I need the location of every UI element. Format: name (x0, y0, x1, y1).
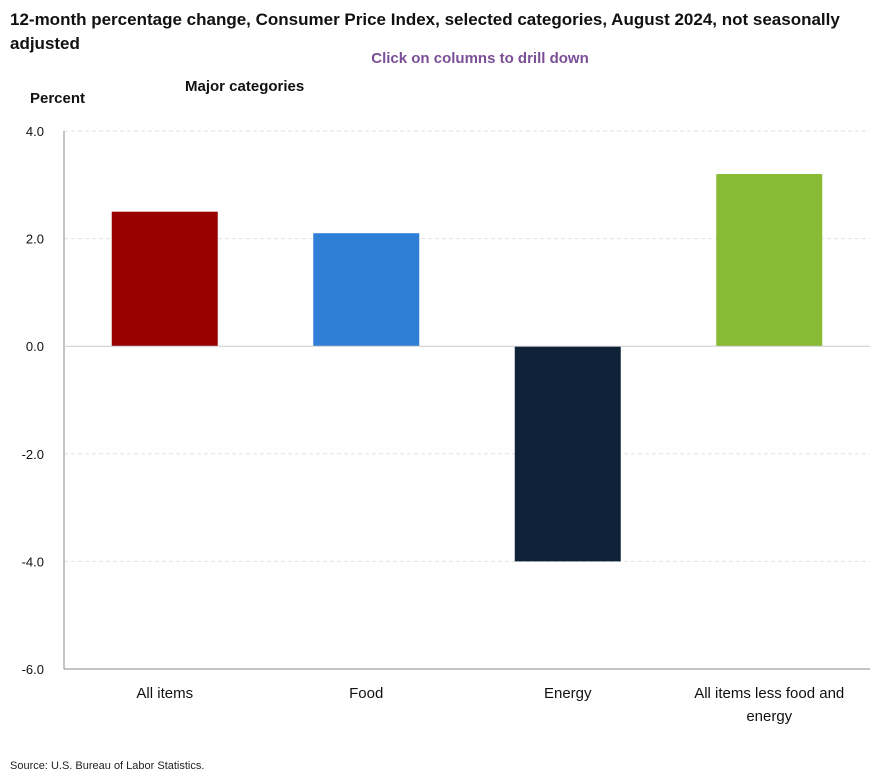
category-label-all-items-less-food-and-energy: All items less food and (694, 685, 844, 702)
y-tick-label: 0.0 (26, 339, 44, 354)
bar-energy[interactable] (514, 346, 621, 562)
bar-food[interactable] (313, 233, 420, 347)
y-tick-labels: 4.0 2.0 0.0 -2.0 -4.0 -6.0 (22, 124, 44, 677)
category-label-food: Food (349, 685, 383, 702)
y-tick-label: -6.0 (22, 662, 44, 677)
y-tick-label: 2.0 (26, 232, 44, 247)
y-tick-label: 4.0 (26, 124, 44, 139)
drill-down-hint: Click on columns to drill down (371, 50, 589, 67)
y-axis-label: Percent (30, 90, 86, 107)
category-label-all-items-less-food-and-energy: energy (746, 708, 792, 725)
chart-title: 12-month percentage change, Consumer Pri… (10, 10, 840, 53)
bar-all-items-less-food-and-energy[interactable] (716, 174, 823, 347)
category-labels: All items Food Energy All items less food a… (136, 685, 844, 725)
y-tick-label: -4.0 (22, 554, 44, 569)
y-tick-label: -2.0 (22, 447, 44, 462)
bars (111, 174, 823, 562)
category-label-all-items: All items (136, 685, 193, 702)
chart-subtitle: Major categories (185, 78, 305, 95)
bar-all-items[interactable] (111, 211, 218, 347)
category-label-energy: Energy (544, 685, 592, 702)
source-note: Source: U.S. Bureau of Labor Statistics. (10, 760, 205, 772)
